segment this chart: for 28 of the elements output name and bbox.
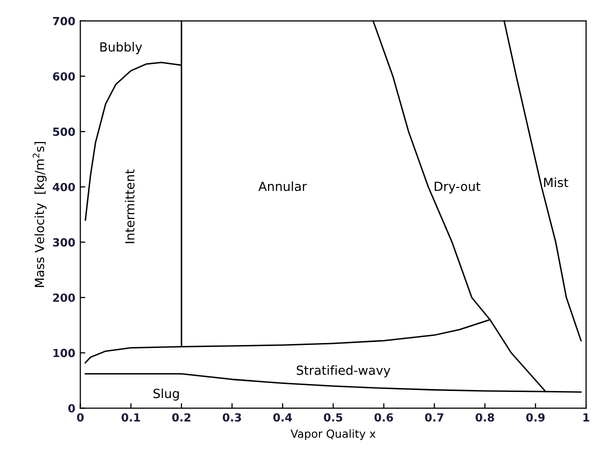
x-axis-title: Vapor Quality x: [290, 429, 376, 440]
x-tick-label: 0.6: [374, 413, 394, 422]
y-tick-label: 0: [68, 404, 75, 413]
x-tick-label: 0: [76, 413, 84, 422]
y-tick-label: 600: [52, 72, 75, 81]
annotation: Mist: [544, 178, 568, 188]
annotation: Slug: [153, 388, 179, 401]
x-tick-label: 0.1: [122, 413, 140, 422]
x-tick-label: 0.8: [476, 413, 494, 422]
x-tick-label: 0.2: [172, 413, 190, 422]
annotation: Bubbly: [100, 42, 142, 54]
y-tick-label: 700: [53, 16, 75, 26]
x-tick-label: 1: [583, 413, 590, 422]
annotation: Intermittent: [124, 170, 135, 244]
x-tick-label: 0.3: [222, 413, 242, 422]
x-tick-label: 0.5: [324, 413, 342, 422]
y-tick-label: 300: [53, 238, 75, 247]
x-tick-label: 0.9: [526, 413, 545, 422]
annotation: Stratified-wavy: [296, 365, 390, 378]
annotation: Annular: [258, 181, 307, 192]
y-tick-label: 500: [53, 128, 75, 136]
x-tick-label: 0.7: [425, 413, 444, 422]
y-tick-label: 400: [52, 182, 75, 192]
annotation: Dry-out: [434, 182, 480, 194]
x-tick-label: 0.4: [273, 413, 292, 422]
y-axis-title: Mass Velocity [kg/m$^{2}$s]: [32, 142, 47, 287]
y-tick-label: 200: [53, 293, 75, 302]
y-tick-label: 100: [54, 348, 75, 358]
